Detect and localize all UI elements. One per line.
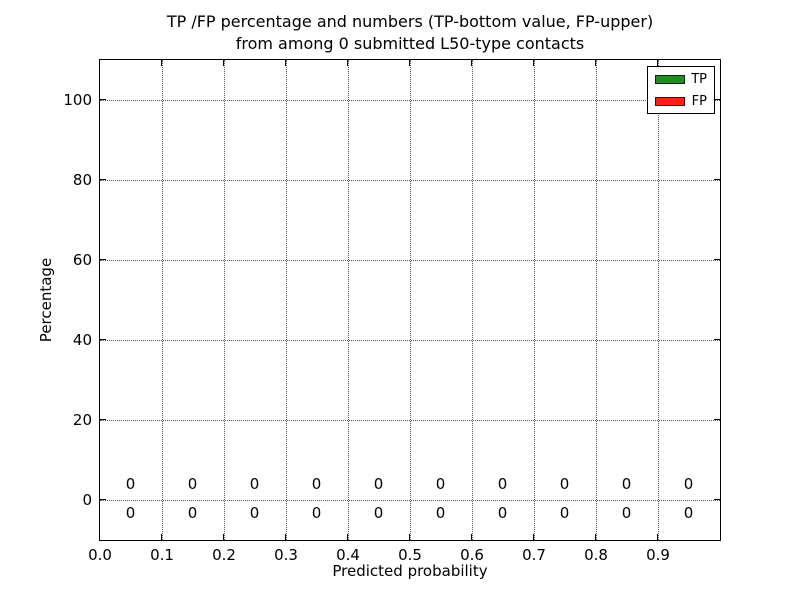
x-tick-mark	[656, 533, 659, 540]
y-tick-mark	[99, 338, 106, 341]
x-tick-label: 0.5	[398, 546, 422, 564]
y-tick-mark	[713, 418, 720, 421]
x-tick-mark	[470, 533, 473, 540]
x-tick-mark	[160, 533, 163, 540]
y-tick-label: 80	[72, 171, 92, 189]
x-tick-label: 0.4	[336, 546, 360, 564]
fp-count-label: 0	[311, 474, 322, 493]
y-tick-label: 100	[63, 91, 92, 109]
x-tick-label: 0.8	[584, 546, 608, 564]
x-tick-mark	[346, 533, 349, 540]
y-tick-mark	[713, 178, 720, 181]
plot-area: 0 0 0 0 0 0 0 0 0 0 0 0 0 0 0 0 0 0 0 0	[98, 58, 721, 541]
y-tick-mark	[99, 498, 106, 501]
tp-count-label: 0	[435, 503, 446, 522]
tp-count-label: 0	[559, 503, 570, 522]
x-tick-label: 0.7	[522, 546, 546, 564]
gridline-vertical	[223, 59, 225, 540]
gridline-vertical	[161, 59, 163, 540]
tp-count-label: 0	[249, 503, 260, 522]
tp-count-label: 0	[311, 503, 322, 522]
x-tick-mark	[98, 533, 101, 540]
x-tick-mark	[408, 59, 411, 66]
tp-count-label: 0	[125, 503, 136, 522]
x-tick-mark	[284, 533, 287, 540]
tp-count-label: 0	[621, 503, 632, 522]
x-tick-mark	[470, 59, 473, 66]
fp-count-label: 0	[621, 474, 632, 493]
tp-count-label: 0	[497, 503, 508, 522]
fp-count-label: 0	[249, 474, 260, 493]
tp-count-label: 0	[187, 503, 198, 522]
x-tick-mark	[346, 59, 349, 66]
x-tick-label: 0.2	[212, 546, 236, 564]
x-tick-label: 0.1	[150, 546, 174, 564]
x-tick-mark	[594, 59, 597, 66]
gridline-vertical	[409, 59, 411, 540]
x-tick-mark	[222, 533, 225, 540]
gridline-vertical	[657, 59, 659, 540]
x-tick-mark	[408, 533, 411, 540]
tp-count-label: 0	[373, 503, 384, 522]
fp-count-label: 0	[373, 474, 384, 493]
y-tick-label: 0	[82, 491, 92, 509]
fp-count-label: 0	[683, 474, 694, 493]
fp-color-swatch	[655, 96, 685, 106]
fp-count-label: 0	[435, 474, 446, 493]
x-tick-mark	[532, 533, 535, 540]
y-tick-mark	[713, 258, 720, 261]
y-tick-mark	[99, 418, 106, 421]
y-tick-label: 20	[72, 411, 92, 429]
fp-count-label: 0	[187, 474, 198, 493]
y-tick-label: 60	[72, 251, 92, 269]
fp-count-label: 0	[125, 474, 136, 493]
tp-count-label: 0	[683, 503, 694, 522]
x-axis-label: Predicted probability	[332, 562, 488, 580]
x-tick-label: 0.9	[646, 546, 670, 564]
legend: TP FP	[647, 66, 715, 114]
x-tick-mark	[284, 59, 287, 66]
y-tick-mark	[713, 338, 720, 341]
y-axis-label: Percentage	[37, 257, 55, 343]
tp-color-swatch	[655, 74, 685, 84]
gridline-vertical	[533, 59, 535, 540]
x-tick-mark	[594, 533, 597, 540]
x-tick-mark	[160, 59, 163, 66]
gridline-vertical	[285, 59, 287, 540]
y-tick-mark	[713, 498, 720, 501]
x-tick-label: 0.6	[460, 546, 484, 564]
x-tick-label: 0.3	[274, 546, 298, 564]
y-tick-mark	[99, 258, 106, 261]
fp-count-label: 0	[497, 474, 508, 493]
x-tick-mark	[98, 59, 101, 66]
chart-title-line1: TP /FP percentage and numbers (TP-bottom…	[166, 12, 654, 31]
chart-title: TP /FP percentage and numbers (TP-bottom…	[100, 11, 720, 55]
y-tick-mark	[713, 98, 720, 101]
x-tick-mark	[532, 59, 535, 66]
x-tick-label: 0.0	[88, 546, 112, 564]
chart-title-line2: from among 0 submitted L50-type contacts	[235, 34, 585, 53]
gridline-vertical	[471, 59, 473, 540]
y-tick-mark	[99, 178, 106, 181]
fp-count-label: 0	[559, 474, 570, 493]
legend-label-fp: FP	[691, 93, 707, 109]
x-tick-mark	[656, 59, 659, 66]
legend-label-tp: TP	[691, 71, 707, 87]
legend-entry-fp: FP	[648, 90, 714, 112]
y-tick-label: 40	[72, 331, 92, 349]
legend-entry-tp: TP	[648, 68, 714, 90]
gridline-vertical	[347, 59, 349, 540]
gridline-vertical	[595, 59, 597, 540]
y-tick-mark	[99, 98, 106, 101]
x-tick-mark	[222, 59, 225, 66]
